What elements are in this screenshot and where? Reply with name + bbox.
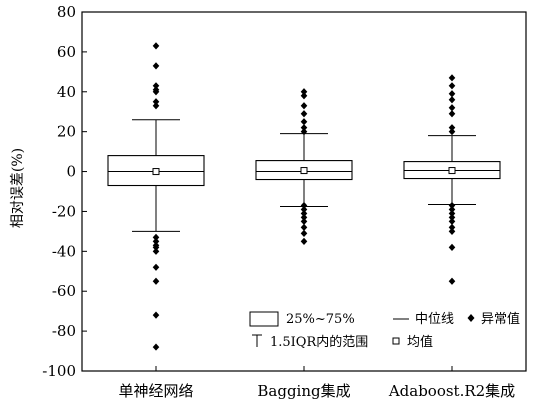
outlier-point bbox=[448, 128, 456, 136]
y-tick-label: -20 bbox=[52, 202, 76, 220]
outlier-point bbox=[300, 201, 308, 210]
legend-outlier-label: 异常值 bbox=[481, 311, 520, 327]
mean-marker bbox=[152, 168, 160, 176]
legend: 25%~75% 中位线 异常值 1.5IQR内的范围 均值 bbox=[249, 311, 520, 350]
outlier-point bbox=[300, 229, 308, 237]
legend-outlier-swatch bbox=[467, 314, 475, 322]
outlier-point bbox=[448, 227, 456, 235]
legend-box-swatch bbox=[249, 311, 279, 327]
y-tick-label: -80 bbox=[52, 322, 76, 340]
y-tick-label: -60 bbox=[52, 282, 76, 300]
outlier-point bbox=[300, 209, 308, 218]
outlier-point bbox=[152, 82, 160, 90]
mean-marker bbox=[448, 167, 456, 175]
y-tick-label: 0 bbox=[66, 163, 76, 181]
category-label: Adaboost.R2集成 bbox=[388, 382, 515, 400]
outlier-point bbox=[448, 124, 456, 132]
outlier-point bbox=[448, 205, 456, 214]
outlier-point bbox=[448, 90, 456, 98]
outlier-point bbox=[152, 343, 160, 351]
outlier-point bbox=[152, 237, 160, 245]
y-ticks-layer: 80 60 40 20 0 -20 -40 -60 -80 -100 bbox=[42, 3, 87, 380]
outlier-point bbox=[152, 277, 160, 285]
box-groups-layer: 单神经网络 Bagging集成 Adaboost.R2集成 bbox=[107, 42, 515, 400]
outlier-point bbox=[300, 128, 308, 136]
legend-median-label: 中位线 bbox=[415, 312, 454, 327]
outlier-point bbox=[300, 110, 308, 118]
outlier-point bbox=[448, 96, 456, 104]
outlier-point bbox=[300, 124, 308, 132]
y-tick-label: -40 bbox=[52, 242, 76, 260]
outlier-point bbox=[300, 102, 308, 110]
outlier-point bbox=[152, 98, 160, 106]
outlier-point bbox=[152, 62, 160, 70]
y-tick-label: 80 bbox=[57, 3, 76, 21]
outlier-point bbox=[300, 237, 308, 245]
outlier-point bbox=[448, 201, 456, 210]
outlier-point bbox=[152, 311, 160, 319]
outlier-point bbox=[448, 213, 456, 222]
outlier-point bbox=[300, 205, 308, 214]
legend-mean-label: 均值 bbox=[407, 334, 433, 350]
outlier-point bbox=[448, 104, 456, 112]
y-axis-label: 相对误差(%) bbox=[10, 148, 26, 228]
outlier-point bbox=[152, 243, 160, 251]
outlier-point bbox=[448, 74, 456, 82]
outlier-point bbox=[152, 42, 160, 50]
category-label: 单神经网络 bbox=[118, 382, 193, 400]
y-tick-label: 40 bbox=[57, 83, 76, 101]
outlier-point bbox=[448, 217, 456, 226]
outlier-point bbox=[448, 82, 456, 90]
outlier-point bbox=[152, 102, 160, 110]
outlier-point bbox=[448, 277, 456, 285]
outlier-point bbox=[448, 110, 456, 118]
outlier-point bbox=[448, 243, 456, 251]
box-group: Bagging集成 bbox=[255, 88, 353, 400]
outlier-point bbox=[152, 247, 160, 255]
legend-mean-swatch bbox=[392, 337, 400, 345]
legend-box-label: 25%~75% bbox=[286, 312, 355, 327]
outlier-point bbox=[300, 118, 308, 126]
box-group: 单神经网络 bbox=[107, 42, 205, 400]
outlier-point bbox=[300, 92, 308, 100]
category-label: Bagging集成 bbox=[257, 382, 350, 400]
outlier-point bbox=[300, 217, 308, 226]
y-tick-label: 20 bbox=[57, 123, 76, 141]
mean-marker bbox=[300, 167, 308, 175]
outlier-point bbox=[152, 263, 160, 271]
box-group: Adaboost.R2集成 bbox=[388, 74, 515, 400]
legend-whisker-label: 1.5IQR内的范围 bbox=[270, 334, 368, 350]
outlier-point bbox=[152, 88, 160, 96]
outlier-point bbox=[300, 223, 308, 231]
outlier-point bbox=[300, 88, 308, 96]
outlier-point bbox=[448, 209, 456, 218]
outlier-point bbox=[300, 213, 308, 222]
y-tick-label: 60 bbox=[57, 43, 76, 61]
outlier-point bbox=[152, 233, 160, 241]
outlier-point bbox=[448, 223, 456, 231]
y-tick-label: -100 bbox=[42, 362, 76, 380]
